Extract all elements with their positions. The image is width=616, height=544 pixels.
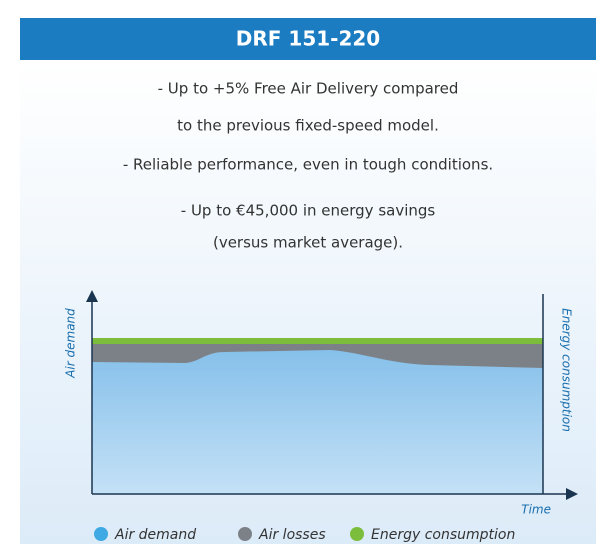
header-title: DRF 151-220 <box>236 27 380 51</box>
y-label: Air demand <box>64 308 78 379</box>
bullet: to the previous fixed-speed model. <box>177 117 439 135</box>
legend-label: Air losses <box>258 527 326 543</box>
y-arrow <box>86 290 98 302</box>
bullet: - Reliable performance, even in tough co… <box>123 156 493 174</box>
legend-label: Air demand <box>114 527 196 543</box>
header-bar <box>20 18 596 60</box>
legend-label: Energy consumption <box>371 527 515 543</box>
legend-swatch <box>94 527 108 541</box>
legend-swatch <box>238 527 252 541</box>
x-arrow <box>566 488 578 500</box>
demand-area <box>92 350 543 494</box>
bullet: - Up to €45,000 in energy savings <box>181 202 436 220</box>
energy-band <box>92 338 543 344</box>
y2-label: Energy consumption <box>560 308 574 432</box>
x-label: Time <box>521 503 551 517</box>
bullet: - Up to +5% Free Air Delivery compared <box>158 80 459 98</box>
legend-swatch <box>350 527 364 541</box>
bullet: (versus market average). <box>213 234 403 252</box>
